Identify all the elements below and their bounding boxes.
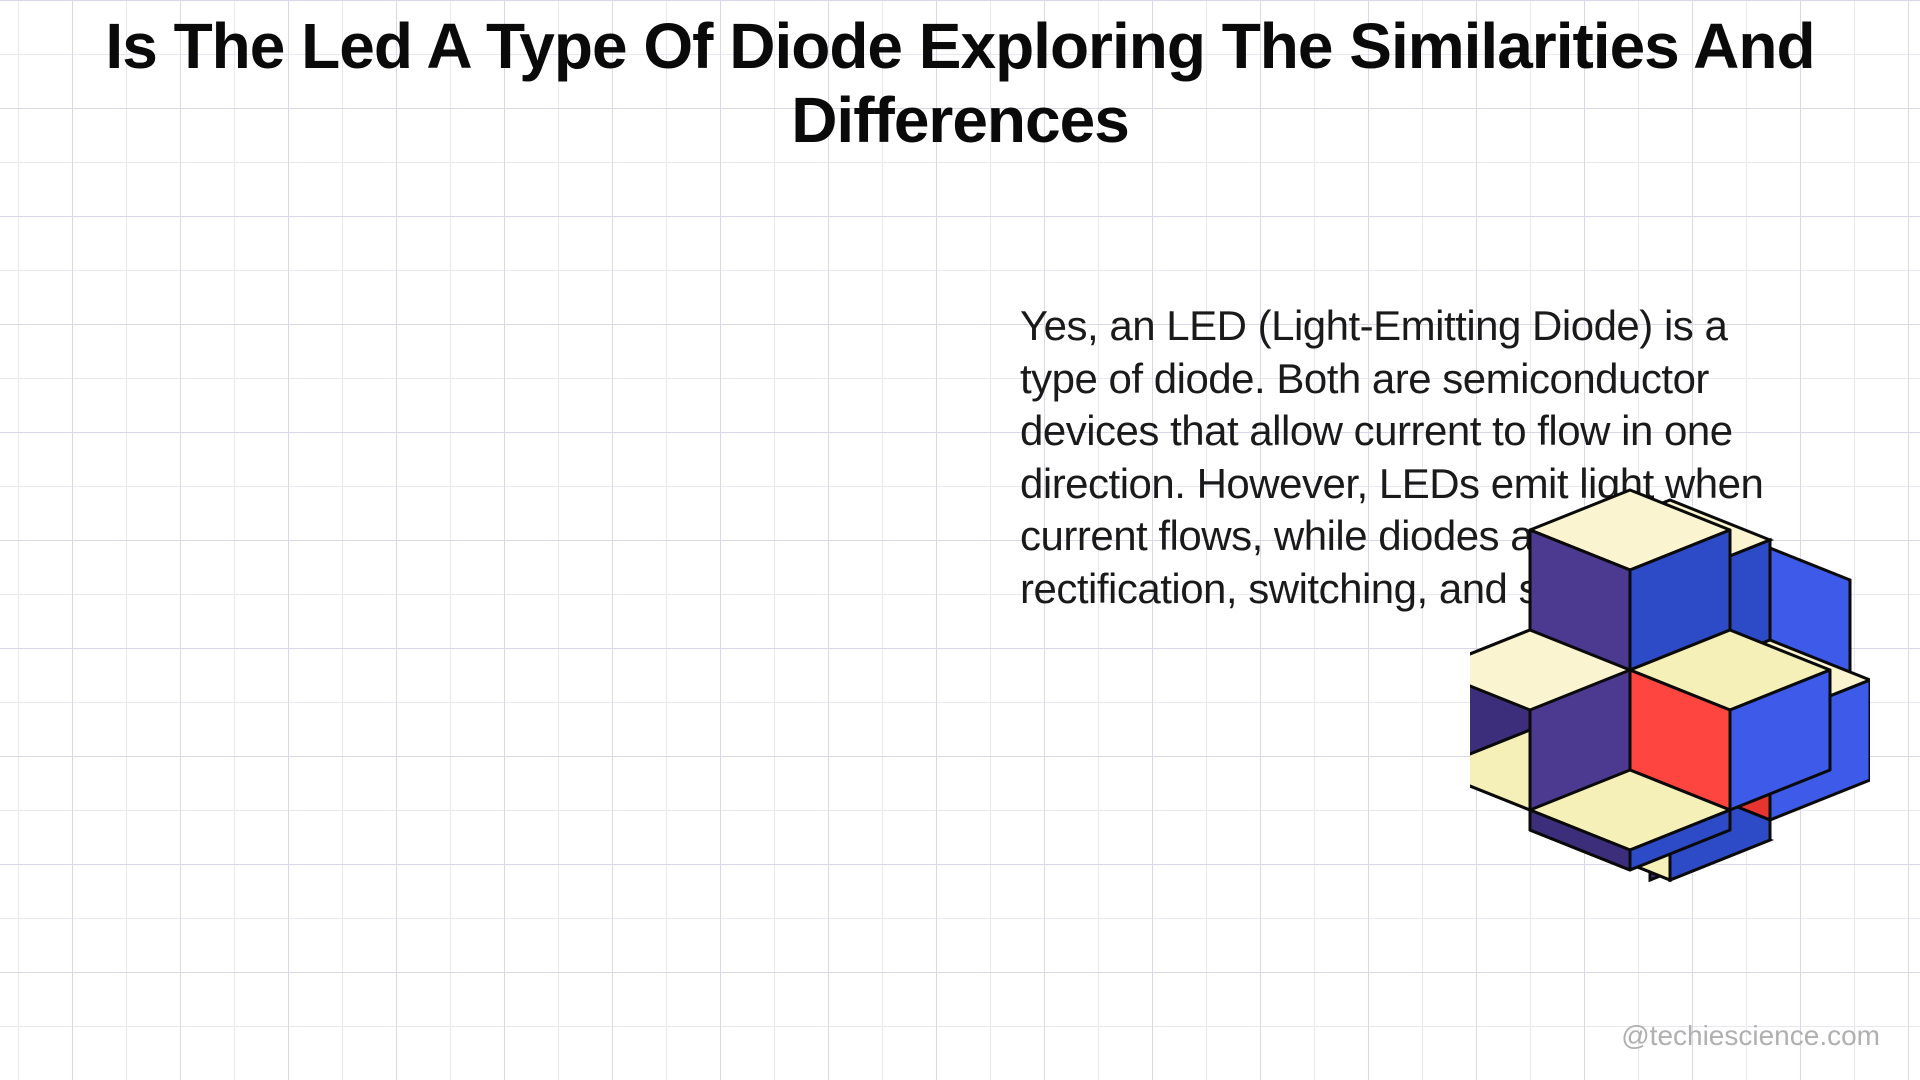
watermark: @techiescience.com	[1621, 1020, 1880, 1052]
page-title: Is The Led A Type Of Diode Exploring The…	[96, 10, 1824, 157]
decorative-3d-cross-icon	[1470, 480, 1870, 910]
